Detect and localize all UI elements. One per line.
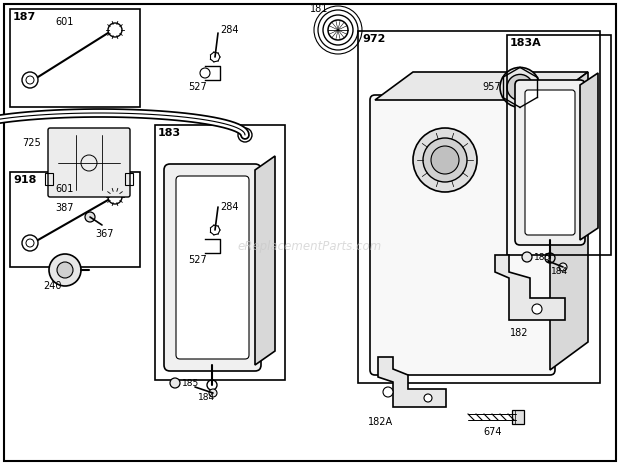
Circle shape — [85, 212, 95, 222]
Text: 284: 284 — [220, 25, 239, 35]
Circle shape — [209, 389, 217, 397]
Text: 725: 725 — [22, 138, 41, 148]
FancyBboxPatch shape — [164, 164, 261, 371]
Circle shape — [49, 254, 81, 286]
Circle shape — [424, 394, 432, 402]
Bar — [10, 172, 140, 267]
Text: 185: 185 — [534, 252, 551, 261]
Bar — [10, 9, 140, 107]
Text: 183A: 183A — [510, 38, 542, 48]
Bar — [155, 125, 285, 380]
Bar — [125, 173, 133, 185]
FancyBboxPatch shape — [370, 95, 555, 375]
Circle shape — [423, 138, 467, 182]
Text: 187: 187 — [13, 12, 36, 22]
Polygon shape — [495, 255, 565, 320]
Text: 972: 972 — [362, 34, 386, 44]
Polygon shape — [375, 72, 588, 100]
Text: 527: 527 — [188, 255, 206, 265]
Bar — [358, 31, 600, 383]
Text: 367: 367 — [95, 229, 113, 239]
Polygon shape — [550, 72, 588, 370]
FancyBboxPatch shape — [525, 90, 575, 235]
Text: eReplacementParts.com: eReplacementParts.com — [238, 240, 382, 253]
FancyBboxPatch shape — [48, 128, 130, 197]
Polygon shape — [255, 156, 275, 365]
Circle shape — [522, 252, 532, 262]
Bar — [512, 410, 524, 424]
FancyBboxPatch shape — [176, 176, 249, 359]
Circle shape — [559, 263, 567, 271]
Polygon shape — [580, 73, 598, 240]
Text: 181: 181 — [310, 4, 329, 14]
Circle shape — [507, 74, 533, 100]
Circle shape — [532, 304, 542, 314]
Text: 674: 674 — [483, 427, 502, 437]
Bar — [507, 35, 611, 255]
Text: 601: 601 — [55, 184, 73, 194]
Text: 387: 387 — [55, 203, 74, 213]
Circle shape — [500, 67, 540, 107]
Circle shape — [57, 262, 73, 278]
Circle shape — [431, 146, 459, 174]
Circle shape — [383, 387, 393, 397]
FancyBboxPatch shape — [515, 80, 585, 245]
Text: 184: 184 — [198, 392, 215, 401]
Text: 527: 527 — [188, 82, 206, 92]
Text: 182: 182 — [510, 328, 528, 338]
Text: 185: 185 — [182, 379, 199, 387]
Text: 183: 183 — [158, 128, 181, 138]
Text: 240: 240 — [43, 281, 61, 291]
Text: 918: 918 — [13, 175, 37, 185]
Text: 182A: 182A — [368, 417, 393, 427]
Text: 957: 957 — [482, 82, 500, 93]
Circle shape — [413, 128, 477, 192]
Circle shape — [170, 378, 180, 388]
Bar — [45, 173, 53, 185]
Text: 284: 284 — [220, 202, 239, 212]
Text: 601: 601 — [55, 17, 73, 27]
Text: 184: 184 — [551, 266, 568, 275]
Polygon shape — [378, 357, 446, 407]
